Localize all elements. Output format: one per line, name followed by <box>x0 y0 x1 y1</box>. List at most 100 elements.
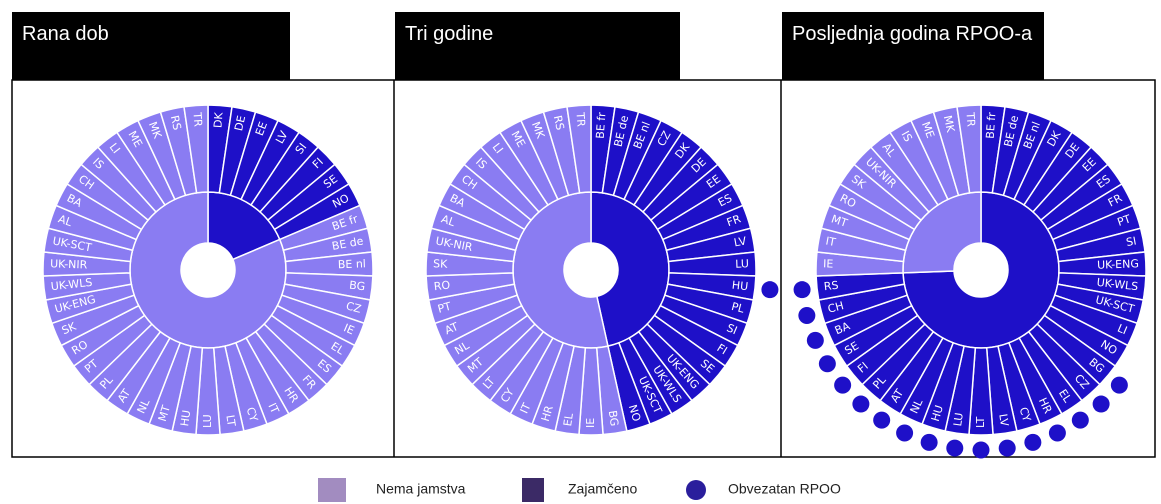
country-label: RS <box>168 114 184 131</box>
country-label: CY <box>244 406 261 424</box>
legend-label: Zajamčeno <box>568 481 637 497</box>
legend-label: Nema jamstva <box>376 481 466 497</box>
panel-title: Rana dob <box>12 12 290 80</box>
country-label: BE de <box>331 234 365 253</box>
country-label: BA <box>65 192 85 211</box>
compulsory-dot <box>761 281 779 299</box>
country-label: UK-ENG <box>1097 257 1139 272</box>
country-label: UK-WLS <box>1096 276 1139 293</box>
country-label: FR <box>725 212 743 229</box>
country-label: HU <box>178 409 193 427</box>
compulsory-dot <box>896 424 914 442</box>
compulsory-dot <box>1110 376 1128 394</box>
country-label: LV <box>733 234 748 249</box>
country-label: LU <box>201 414 214 428</box>
country-label: RS <box>823 279 839 294</box>
country-label: BE fr <box>984 111 999 139</box>
country-label: PT <box>436 300 452 316</box>
compulsory-dot <box>1048 424 1066 442</box>
country-label: CZ <box>345 299 363 316</box>
country-label: HR <box>1036 396 1055 416</box>
legend-label: Obvezatan RPOO <box>728 481 841 497</box>
country-label: RO <box>433 279 451 294</box>
country-label: LU <box>951 412 966 427</box>
country-label: DK <box>211 111 225 128</box>
country-label: TR <box>573 111 587 128</box>
country-label: LT <box>223 414 238 427</box>
panel-title: Tri godine <box>395 12 680 80</box>
country-segment <box>183 104 209 194</box>
country-label: SI <box>725 321 740 337</box>
country-label: EL <box>561 411 576 427</box>
country-label: CH <box>826 299 845 316</box>
country-label: NL <box>135 396 153 415</box>
compulsory-dot <box>798 307 816 325</box>
frame <box>11 79 1156 458</box>
legend-marker <box>686 480 706 500</box>
country-label: RS <box>551 114 567 131</box>
compulsory-dot <box>946 439 964 457</box>
country-label: IT <box>825 234 837 249</box>
compulsory-dot <box>793 281 811 299</box>
country-label: SI <box>1125 234 1137 249</box>
panel-title: Posljednja godina RPOO-a <box>782 12 1044 80</box>
compulsory-dot <box>852 395 870 413</box>
country-label: MK <box>529 120 547 141</box>
compulsory-dot <box>1024 433 1042 451</box>
country-label: SK <box>60 319 79 337</box>
country-label: LU <box>735 257 749 270</box>
country-label: AT <box>115 387 133 406</box>
country-label: MT <box>156 403 173 423</box>
country-label: BG <box>349 279 366 294</box>
country-label: LV <box>996 413 1011 428</box>
country-label: BA <box>448 192 468 211</box>
country-label: CY <box>1017 406 1034 424</box>
country-label: HU <box>731 279 749 294</box>
country-label: LT <box>974 416 987 428</box>
country-label: MK <box>941 114 957 134</box>
legend-marker <box>318 478 346 502</box>
country-label: BG <box>606 410 621 428</box>
country-label: TR <box>190 111 204 128</box>
country-label: HU <box>929 404 946 423</box>
country-label: UK-WLS <box>50 276 93 293</box>
country-label: SE <box>842 339 861 357</box>
compulsory-dot <box>1092 395 1110 413</box>
country-label: ME <box>919 120 937 140</box>
compulsory-dot <box>920 433 938 451</box>
country-label: BE nl <box>338 257 366 271</box>
country-label: PL <box>730 300 746 316</box>
country-label: MK <box>146 120 164 141</box>
country-label: UK-NIR <box>50 257 88 271</box>
country-label: AT <box>443 320 461 337</box>
compulsory-dot <box>818 355 836 373</box>
country-label: MT <box>830 212 850 230</box>
country-label: TR <box>963 111 977 128</box>
compulsory-dot <box>873 411 891 429</box>
country-segment <box>566 104 592 194</box>
country-label: IE <box>584 418 597 428</box>
country-label: IE <box>823 257 834 270</box>
compulsory-dot <box>806 331 824 349</box>
country-label: DE <box>232 114 248 132</box>
country-label: LI <box>1115 322 1129 338</box>
country-label: BA <box>833 319 852 337</box>
country-label: AL <box>57 212 75 229</box>
country-label: FR <box>1106 191 1125 209</box>
country-label: HR <box>539 404 556 423</box>
country-label: AL <box>440 212 458 229</box>
legend-marker <box>522 478 544 502</box>
country-label: IE <box>342 321 357 337</box>
compulsory-dot <box>998 439 1016 457</box>
country-label: ES <box>716 192 734 210</box>
country-label: NL <box>908 396 926 415</box>
country-label: NO <box>626 403 643 423</box>
country-segment <box>956 104 982 194</box>
country-label: BE fr <box>594 111 609 139</box>
compulsory-dot <box>972 441 990 459</box>
country-label: AT <box>888 387 906 406</box>
compulsory-dot <box>1071 411 1089 429</box>
compulsory-dot <box>834 376 852 394</box>
